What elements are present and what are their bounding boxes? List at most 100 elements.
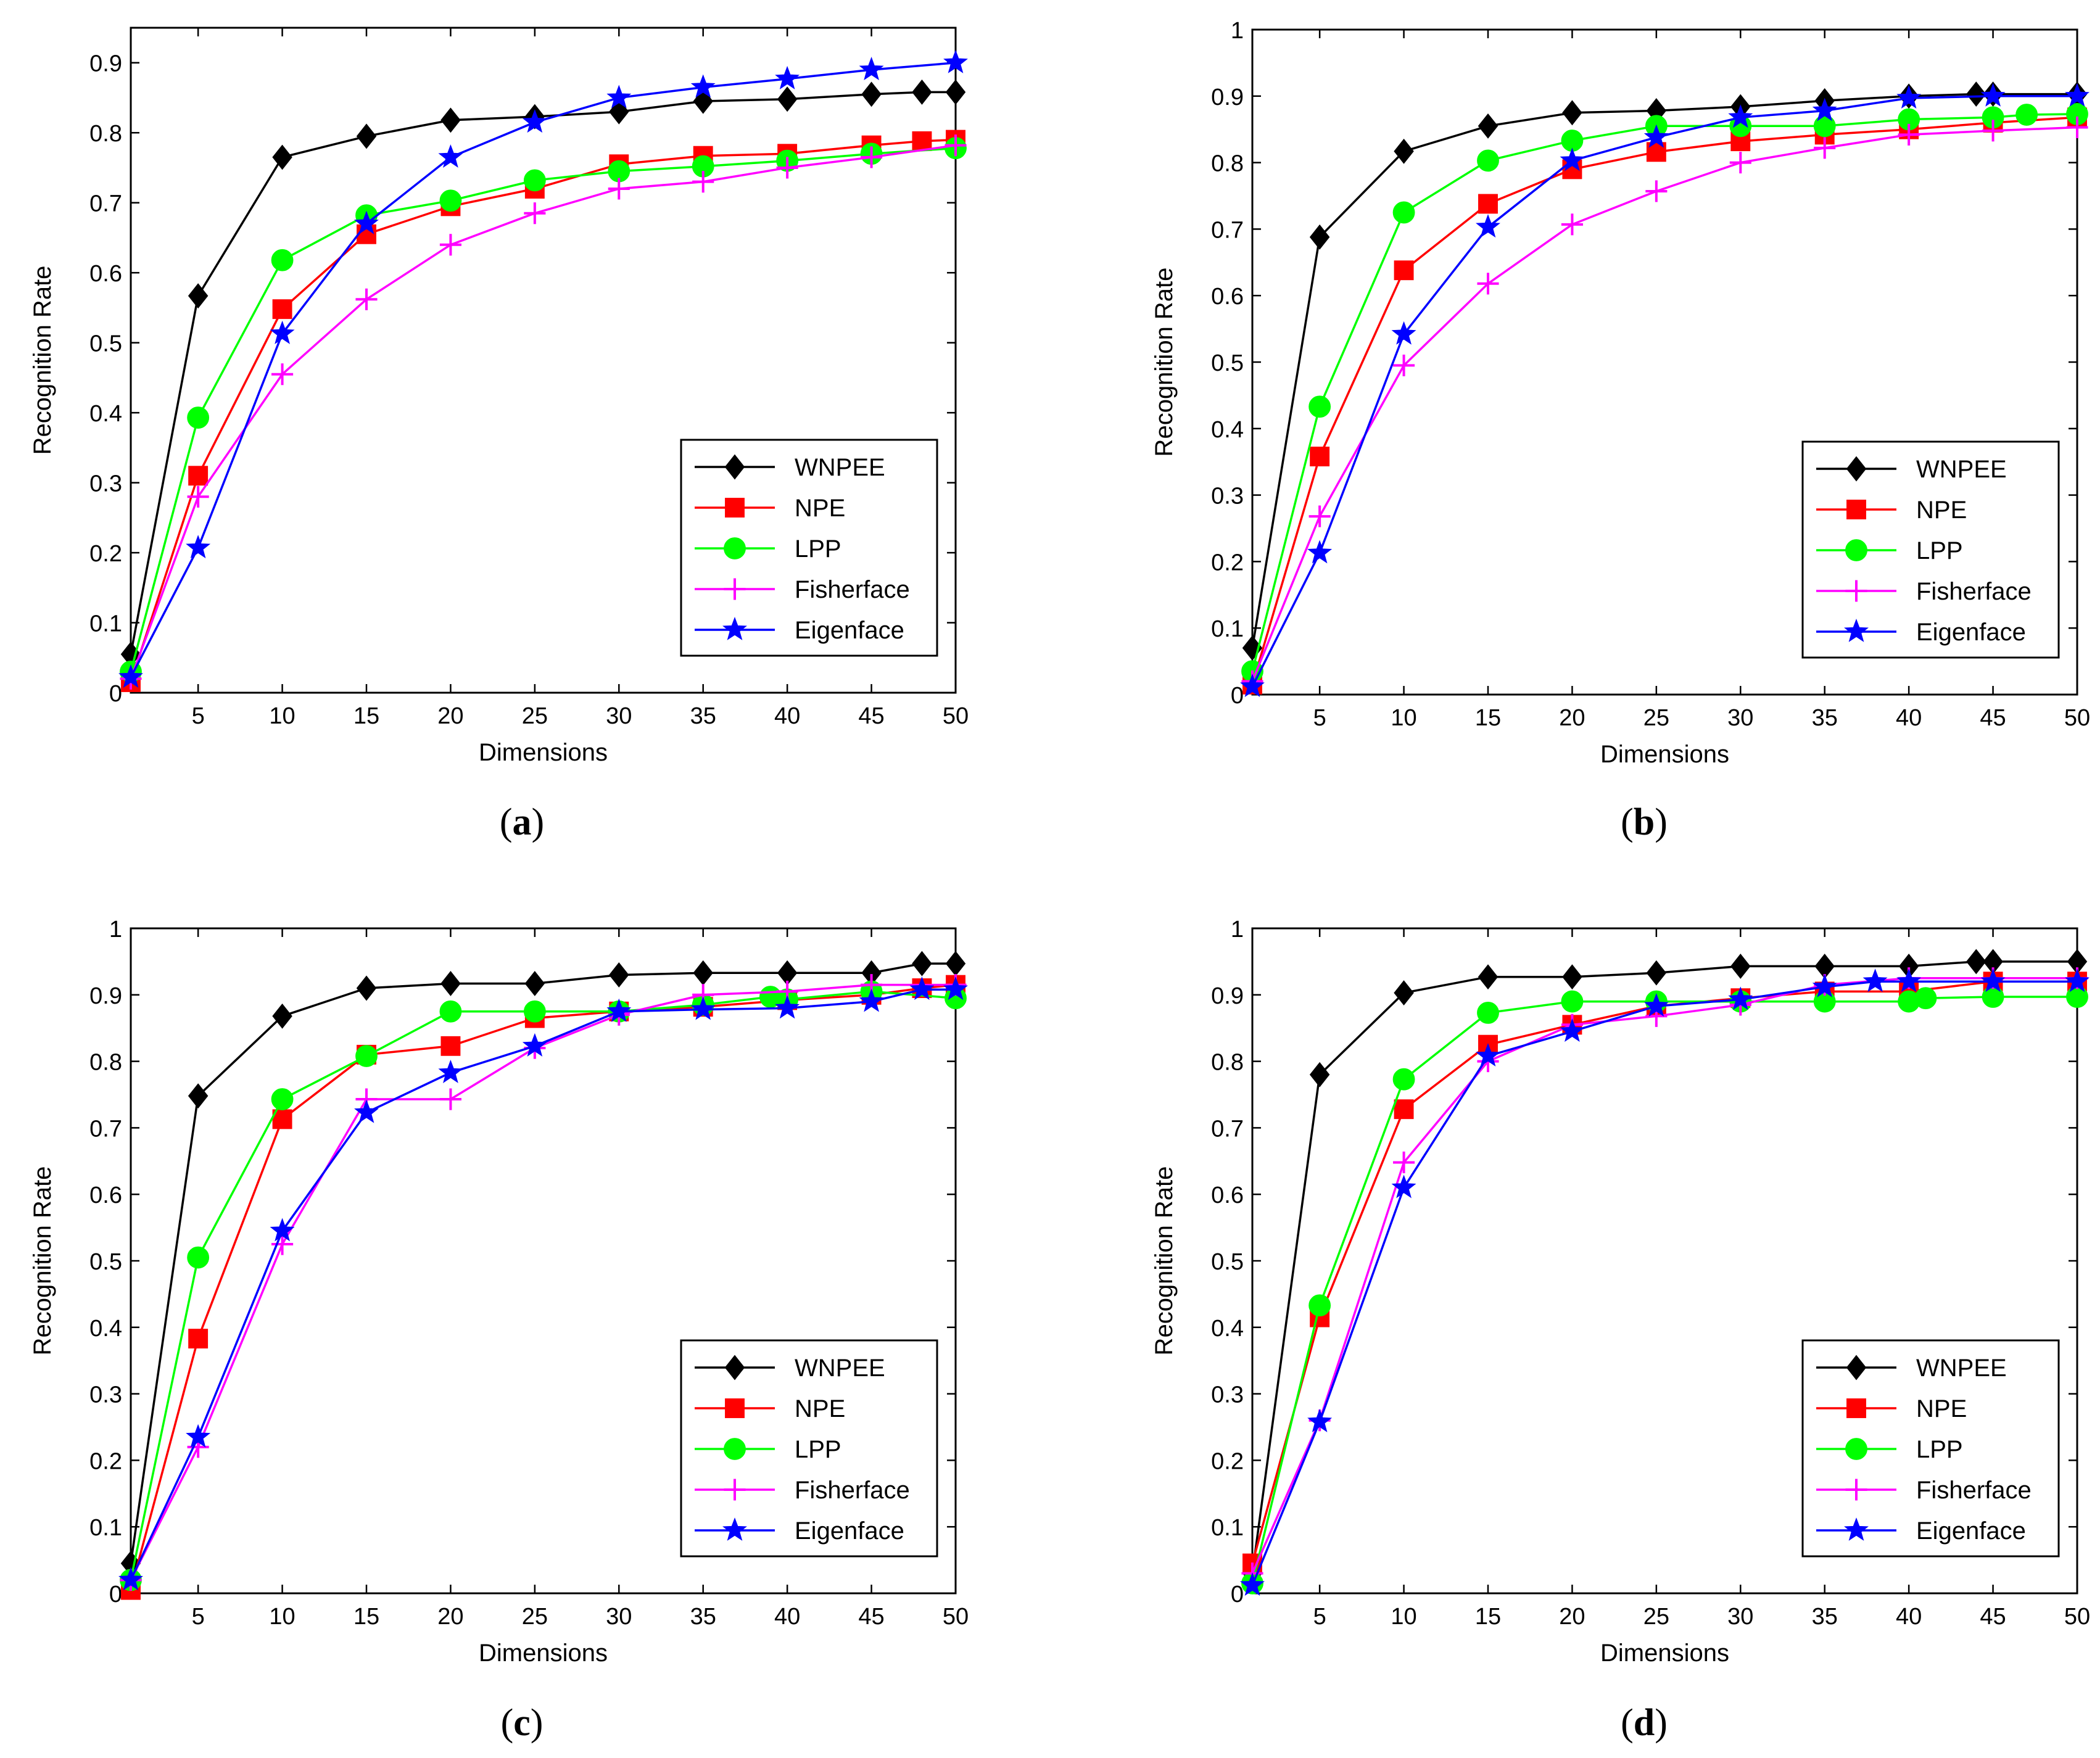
x-tick-label: 20: [437, 703, 463, 729]
legend-marker: [1846, 456, 1867, 482]
legend-entry-wnpee: WNPEE: [1816, 456, 2007, 483]
data-point: [1646, 960, 1667, 986]
legend-entry-fisherface: Fisherface: [695, 1477, 910, 1504]
data-point: [118, 664, 143, 688]
x-tick-label: 50: [2064, 1604, 2090, 1630]
legend-entry-npe: NPE: [1816, 1395, 1967, 1422]
data-point: [1478, 194, 1498, 214]
x-tick-label: 45: [858, 703, 884, 729]
legend-marker: [1846, 500, 1866, 519]
x-tick-label: 40: [774, 1604, 800, 1630]
data-point: [440, 107, 461, 133]
data-point: [118, 1567, 143, 1591]
y-tick-label: 0.8: [1211, 1050, 1244, 1076]
y-axis-label: Recognition Rate: [1151, 1166, 1178, 1356]
data-point: [1730, 953, 1751, 979]
y-tick-label: 0.6: [1211, 1182, 1244, 1208]
data-point: [692, 171, 714, 193]
data-point: [188, 466, 209, 486]
x-tick-label: 25: [1643, 705, 1669, 731]
data-point: [1561, 990, 1584, 1013]
data-point: [1812, 973, 1837, 997]
x-tick-label: 35: [1812, 1604, 1838, 1630]
data-point: [522, 109, 547, 133]
data-point: [609, 99, 629, 125]
x-tick-label: 50: [943, 1604, 969, 1630]
y-axis-label: Recognition Rate: [29, 266, 56, 455]
data-point: [1982, 120, 2004, 142]
data-point: [271, 1088, 294, 1110]
x-tick-label: 30: [606, 1604, 632, 1630]
data-point: [861, 146, 883, 168]
y-tick-label: 0.8: [89, 121, 122, 147]
data-point: [912, 131, 932, 151]
data-point: [609, 962, 629, 988]
data-point: [271, 1233, 294, 1255]
data-point: [775, 995, 800, 1019]
data-point: [188, 283, 209, 309]
legend-marker: [722, 616, 747, 640]
data-point: [1391, 1174, 1416, 1199]
legend-label: Fisherface: [795, 576, 910, 603]
legend-marker: [724, 454, 745, 480]
legend: WNPEE NPE LPP Fisherface Eigenface: [680, 439, 938, 657]
data-point: [355, 1045, 378, 1067]
data-point: [354, 210, 379, 234]
y-axis-label: Recognition Rate: [1151, 268, 1178, 457]
data-point: [440, 971, 461, 996]
y-tick-label: 0.1: [89, 1515, 122, 1541]
data-point: [1562, 100, 1582, 126]
data-point: [1814, 137, 1836, 159]
subfigure-label: (a): [500, 801, 544, 843]
data-point: [524, 971, 545, 996]
data-point: [1561, 213, 1583, 236]
chart-panel-c: 00.10.20.30.40.50.60.70.80.915 10 15 20 25 30…: [29, 917, 969, 1744]
x-axis-label: Dimensions: [479, 739, 608, 766]
legend: WNPEE NPE LPP Fisherface Eigenface: [680, 1339, 938, 1558]
x-tick-label: 40: [1896, 705, 1922, 731]
data-point: [777, 86, 798, 112]
data-point: [1477, 149, 1499, 172]
y-tick-label: 0.8: [89, 1050, 122, 1076]
data-point: [439, 234, 461, 256]
series-eigenface: [118, 49, 968, 688]
legend-entry-npe: NPE: [695, 1395, 845, 1422]
series-lpp: [1241, 103, 2088, 683]
series-fisherface: [1241, 116, 2088, 692]
data-point: [523, 1000, 546, 1023]
data-point: [1560, 1018, 1585, 1042]
data-point: [859, 988, 884, 1012]
x-tick-label: 5: [1313, 705, 1326, 731]
data-point: [2066, 116, 2088, 139]
x-tick-label: 10: [1391, 1604, 1416, 1630]
y-axis-label: Recognition Rate: [29, 1166, 56, 1356]
data-point: [690, 996, 716, 1020]
y-tick-label: 0: [1231, 683, 1244, 709]
x-tick-label: 45: [1980, 705, 2006, 731]
y-tick-label: 0.6: [89, 261, 122, 287]
legend-entry-npe: NPE: [695, 495, 845, 522]
x-tick-label: 50: [943, 703, 969, 729]
data-point: [690, 74, 716, 98]
y-tick-label: 0.5: [1211, 1249, 1244, 1275]
y-tick-label: 0.1: [1211, 616, 1244, 642]
x-tick-label: 15: [1475, 705, 1501, 731]
data-point: [1307, 540, 1333, 564]
data-point: [943, 976, 968, 1001]
legend-marker: [724, 1355, 745, 1380]
y-tick-label: 0.3: [89, 1382, 122, 1408]
data-point: [1966, 81, 1986, 107]
data-point: [270, 1218, 295, 1242]
data-point: [271, 249, 294, 271]
y-tick-label: 0.3: [1211, 484, 1244, 510]
y-tick-label: 1: [1231, 917, 1244, 943]
legend-marker: [1845, 1438, 1867, 1460]
y-tick-label: 0.7: [89, 1116, 122, 1142]
data-point: [1562, 964, 1582, 990]
data-point: [356, 975, 377, 1001]
x-tick-label: 15: [1475, 1604, 1501, 1630]
data-point: [1310, 447, 1330, 467]
legend-label: LPP: [1916, 537, 1963, 564]
data-point: [272, 144, 292, 170]
y-tick-label: 0.7: [1211, 1116, 1244, 1142]
